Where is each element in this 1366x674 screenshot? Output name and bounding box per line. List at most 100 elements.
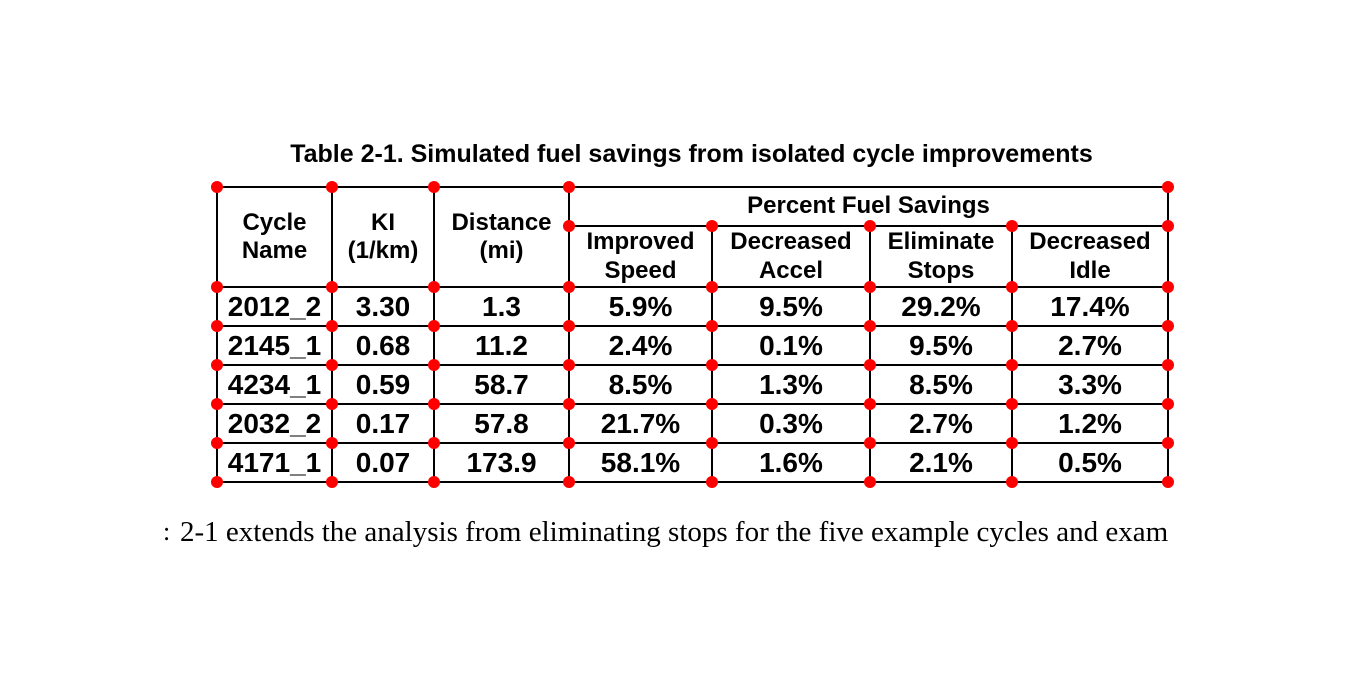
grid-intersection-dot (326, 320, 338, 332)
cell-distance: 57.8 (433, 403, 570, 444)
grid-intersection-dot (1162, 320, 1175, 332)
grid-intersection-dot (864, 437, 876, 449)
cell-eliminate-stops: 8.5% (869, 364, 1013, 405)
cell-ki: 0.07 (331, 442, 435, 483)
grid-intersection-dot (1006, 220, 1018, 232)
grid-intersection-dot (428, 476, 440, 488)
cell-improved-speed: 21.7% (568, 403, 713, 444)
grid-intersection-dot (706, 220, 718, 232)
grid-intersection-dot (326, 359, 338, 371)
header-line: Speed (604, 256, 677, 284)
header-line: Decreased (730, 228, 852, 256)
cell-decreased-accel: 1.6% (711, 442, 871, 483)
grid-intersection-dot (864, 476, 876, 488)
grid-intersection-dot (1162, 220, 1175, 232)
grid-intersection-dot (563, 476, 575, 488)
table-row: 4171_1 0.07 173.9 58.1% 1.6% 2.1% 0.5% (216, 442, 1170, 483)
table-row: 2012_2 3.30 1.3 5.9% 9.5% 29.2% 17.4% (216, 286, 1170, 327)
header-distance: Distance (mi) (433, 186, 570, 288)
grid-intersection-dot (211, 359, 223, 371)
grid-intersection-dot (326, 476, 338, 488)
header-line: Distance (451, 208, 552, 236)
cell-ki: 0.68 (331, 325, 435, 366)
grid-intersection-dot (428, 398, 440, 410)
header-line: (1/km) (347, 237, 419, 264)
grid-intersection-dot (211, 320, 223, 332)
grid-intersection-dot (563, 220, 575, 232)
grid-intersection-dot (563, 437, 575, 449)
grid-intersection-dot (326, 398, 338, 410)
grid-intersection-dot (706, 437, 718, 449)
cell-cycle-name: 2012_2 (216, 286, 333, 327)
grid-intersection-dot (326, 437, 338, 449)
table-caption: Table 2-1. Simulated fuel savings from i… (290, 140, 1093, 168)
cell-ki: 0.17 (331, 403, 435, 444)
grid-intersection-dot (563, 181, 575, 193)
table-row: 2145_1 0.68 11.2 2.4% 0.1% 9.5% 2.7% (216, 325, 1170, 366)
grid-intersection-dot (428, 281, 440, 293)
grid-intersection-dot (1162, 476, 1175, 488)
cell-distance: 173.9 (433, 442, 570, 483)
grid-intersection-dot (1162, 281, 1175, 293)
grid-intersection-dot (706, 281, 718, 293)
grid-intersection-dot (1006, 320, 1018, 332)
cell-decreased-idle: 2.7% (1010, 325, 1170, 366)
header-eliminate-stops: Eliminate Stops (869, 225, 1013, 288)
cell-improved-speed: 8.5% (568, 364, 713, 405)
cell-cycle-name: 4234_1 (216, 364, 333, 405)
grid-intersection-dot (864, 359, 876, 371)
cell-improved-speed: 2.4% (568, 325, 713, 366)
grid-intersection-dot (1162, 181, 1175, 193)
cell-improved-speed: 58.1% (568, 442, 713, 483)
header-line: KI (371, 208, 395, 236)
header-line: Name (241, 237, 308, 264)
header-decreased-accel: Decreased Accel (711, 225, 871, 288)
header-line: Accel (758, 256, 824, 284)
cell-ki: 0.59 (331, 364, 435, 405)
table-row: 4234_1 0.59 58.7 8.5% 1.3% 8.5% 3.3% (216, 364, 1170, 405)
grid-intersection-dot (326, 281, 338, 293)
header-line: Stops (907, 256, 975, 284)
table-header-row-1: Cycle Name KI (1/km) Distance (mi) Perce… (216, 186, 1170, 288)
grid-intersection-dot (326, 181, 338, 193)
grid-intersection-dot (563, 281, 575, 293)
body-text: 2-1 extends the analysis from eliminatin… (180, 516, 1169, 548)
grid-intersection-dot (706, 476, 718, 488)
grid-intersection-dot (864, 281, 876, 293)
grid-intersection-dot (428, 359, 440, 371)
cell-eliminate-stops: 2.1% (869, 442, 1013, 483)
grid-intersection-dot (864, 320, 876, 332)
grid-intersection-dot (864, 220, 876, 232)
cell-decreased-accel: 0.1% (711, 325, 871, 366)
grid-intersection-dot (563, 398, 575, 410)
grid-intersection-dot (211, 476, 223, 488)
grid-intersection-dot (563, 320, 575, 332)
cell-decreased-accel: 9.5% (711, 286, 871, 327)
header-line: Decreased (1029, 228, 1151, 256)
fuel-savings-table: Cycle Name KI (1/km) Distance (mi) Perce… (216, 186, 1170, 483)
grid-intersection-dot (706, 359, 718, 371)
cell-decreased-idle: 0.5% (1010, 442, 1170, 483)
grid-intersection-dot (1162, 437, 1175, 449)
grid-intersection-dot (428, 320, 440, 332)
header-line: Idle (1069, 256, 1111, 284)
cell-decreased-idle: 1.2% (1010, 403, 1170, 444)
header-line: Improved (586, 228, 695, 256)
grid-intersection-dot (1006, 476, 1018, 488)
cell-decreased-accel: 0.3% (711, 403, 871, 444)
grid-intersection-dot (428, 181, 440, 193)
header-line: Cycle (242, 208, 307, 236)
cell-eliminate-stops: 2.7% (869, 403, 1013, 444)
grid-intersection-dot (563, 359, 575, 371)
grid-intersection-dot (211, 281, 223, 293)
cell-improved-speed: 5.9% (568, 286, 713, 327)
cell-distance: 11.2 (433, 325, 570, 366)
grid-intersection-dot (428, 437, 440, 449)
cell-distance: 58.7 (433, 364, 570, 405)
table-row: 2032_2 0.17 57.8 21.7% 0.3% 2.7% 1.2% (216, 403, 1170, 444)
header-cycle-name: Cycle Name (216, 186, 333, 288)
cell-cycle-name: 4171_1 (216, 442, 333, 483)
header-improved-speed: Improved Speed (568, 225, 713, 288)
grid-intersection-dot (706, 398, 718, 410)
header-line: Eliminate (887, 228, 995, 256)
